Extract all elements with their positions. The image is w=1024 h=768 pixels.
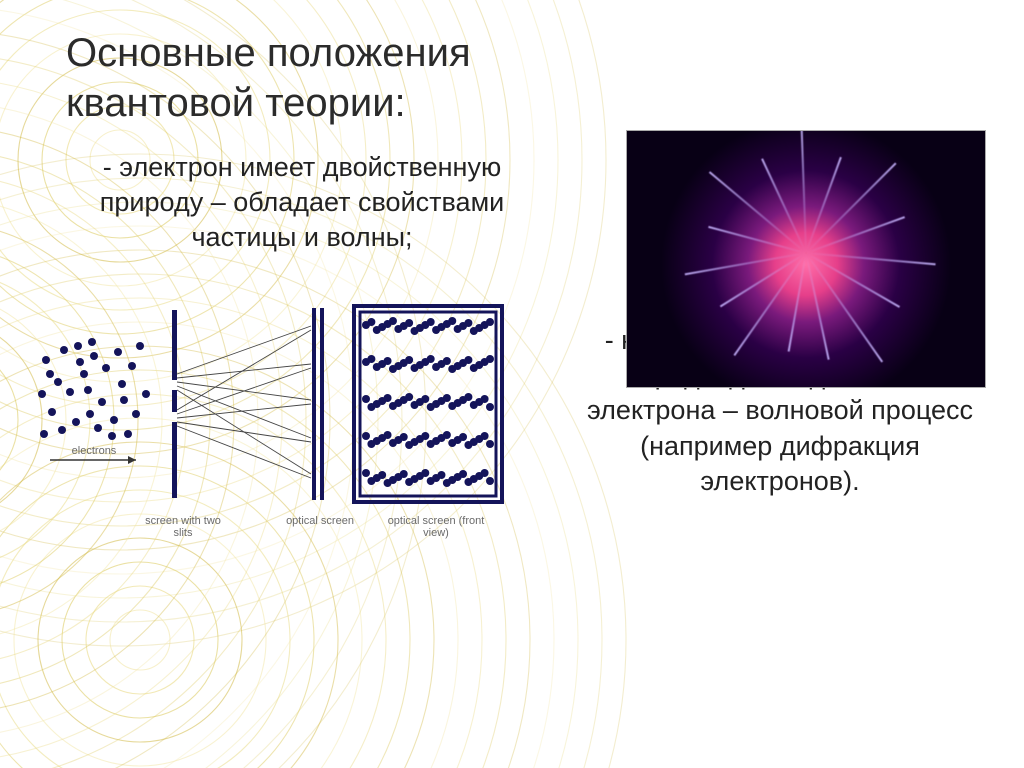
plasma-ball-image bbox=[626, 130, 986, 388]
label-optical-screen: optical screen bbox=[280, 515, 360, 527]
double-slit-diagram: electrons screen with two slits optical … bbox=[32, 277, 552, 577]
label-screen-slit: screen with two slits bbox=[138, 515, 228, 539]
label-electrons: electrons bbox=[54, 445, 134, 457]
label-optical-front: optical screen (front view) bbox=[376, 515, 496, 539]
body-text-1: - электрон имеет двойственную природу – … bbox=[62, 150, 542, 255]
page-title: Основные положения квантовой теории: bbox=[66, 28, 626, 128]
